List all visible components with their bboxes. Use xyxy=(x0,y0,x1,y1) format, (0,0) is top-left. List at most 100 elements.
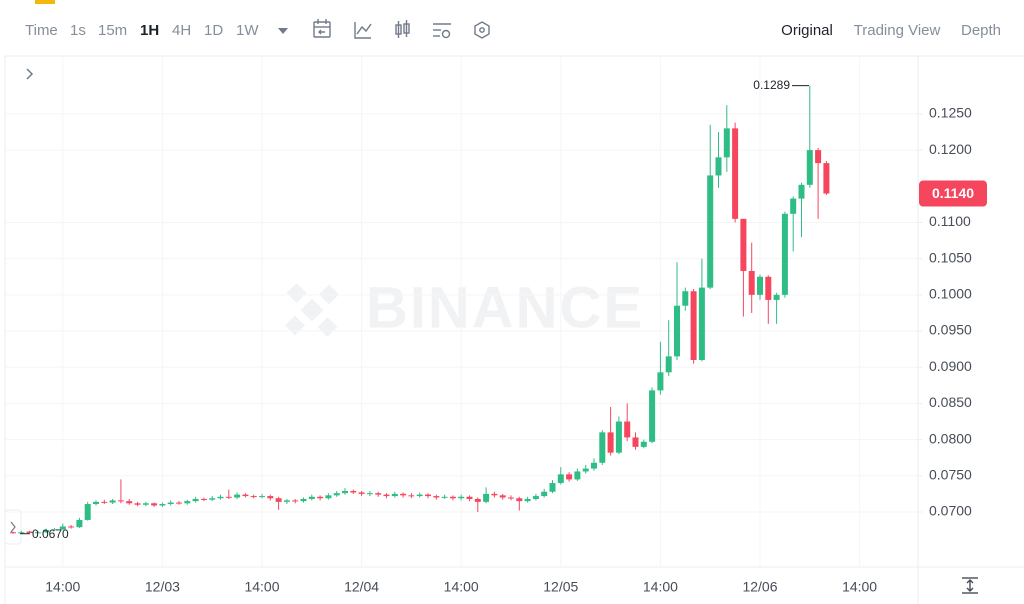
candle-body xyxy=(582,468,589,472)
candle-body xyxy=(283,500,290,502)
candle-body xyxy=(615,421,622,453)
y-tick-label: 0.0750 xyxy=(929,467,972,483)
candle-body xyxy=(34,532,41,534)
view-option[interactable]: Original xyxy=(781,22,833,39)
candle-body xyxy=(815,150,822,164)
candle-body xyxy=(292,500,299,502)
candle-body xyxy=(267,496,274,499)
y-tick-label: 0.1050 xyxy=(929,249,972,265)
candle-body xyxy=(101,501,108,503)
candle-body xyxy=(259,496,265,498)
candle-body xyxy=(242,494,249,497)
interval-option[interactable]: 1s xyxy=(70,22,86,39)
y-tick-label: 0.0700 xyxy=(929,503,972,519)
x-tick-label: 14:00 xyxy=(444,579,479,595)
interval-option[interactable]: 4H xyxy=(172,22,191,39)
x-tick-label: 14:00 xyxy=(45,579,80,595)
scale-button[interactable] xyxy=(962,577,978,594)
candle-body xyxy=(76,519,83,528)
x-tick-label: 14:00 xyxy=(842,579,877,595)
candle-body xyxy=(300,498,307,502)
candle-body xyxy=(51,529,58,531)
candle-body xyxy=(557,474,564,484)
candle-body xyxy=(765,276,772,300)
candle-body xyxy=(109,500,116,503)
candle-body xyxy=(732,128,739,219)
interval-option[interactable]: Time xyxy=(25,22,58,39)
low-label: 0.0670 xyxy=(32,527,69,541)
x-tick-label: 14:00 xyxy=(244,579,279,595)
candle-body xyxy=(458,496,465,499)
date-range-icon[interactable] xyxy=(313,19,331,38)
view-option[interactable]: Depth xyxy=(961,22,1001,39)
candle-body xyxy=(317,496,324,499)
candle-body xyxy=(117,500,124,502)
candle-body xyxy=(649,390,656,442)
y-tick-label: 0.0800 xyxy=(929,430,972,446)
expand-button[interactable] xyxy=(26,68,34,80)
fullscreen-icon[interactable] xyxy=(474,21,490,39)
high-label: 0.1289 xyxy=(753,78,790,92)
view-option[interactable]: Trading View xyxy=(854,22,941,39)
candle-body xyxy=(167,502,174,505)
candle-body xyxy=(798,184,805,199)
x-tick-label: 14:00 xyxy=(643,579,678,595)
candle-body xyxy=(790,198,797,214)
candle-body xyxy=(176,502,182,504)
candle-body xyxy=(574,471,581,480)
candle-body xyxy=(234,494,241,498)
y-tick-label: 0.1000 xyxy=(929,286,972,302)
last-price-label: 0.1140 xyxy=(932,185,974,201)
candle-body xyxy=(607,432,614,453)
candle-body xyxy=(549,483,556,492)
candle-body xyxy=(599,432,606,463)
candle-body xyxy=(740,218,747,271)
candle-body xyxy=(491,493,498,496)
y-tick-label: 0.0900 xyxy=(929,358,972,374)
candle-body xyxy=(806,150,813,185)
candle-body xyxy=(358,492,365,494)
candle-body xyxy=(250,496,257,498)
candle-body xyxy=(84,504,91,520)
toolbar: Time 1s 15m 1H 4H 1D 1W Original Trading View Dep… xyxy=(25,19,1001,39)
candle-body xyxy=(142,503,149,505)
y-tick-label: 0.1200 xyxy=(929,141,972,157)
candle-body xyxy=(632,437,639,447)
side-tab-arrow xyxy=(10,521,16,533)
candle-body xyxy=(350,491,357,493)
candle-body xyxy=(134,503,141,505)
y-tick-label: 0.1100 xyxy=(929,213,971,229)
candle-body xyxy=(10,532,16,534)
candle-body xyxy=(43,530,50,533)
indicator-icon[interactable] xyxy=(354,22,372,39)
chart-style-icon[interactable] xyxy=(395,20,410,38)
candle-body xyxy=(466,496,473,499)
tab-indicator xyxy=(35,0,55,4)
candle-body xyxy=(159,504,166,506)
candle-body xyxy=(657,372,664,391)
candle-body xyxy=(781,213,788,295)
interval-option[interactable]: 15m xyxy=(98,22,127,39)
last-price-badge xyxy=(919,180,987,207)
interval-option[interactable]: 1D xyxy=(204,22,223,39)
candle-body xyxy=(400,493,407,496)
settings-icon[interactable] xyxy=(433,23,451,39)
candle-body xyxy=(18,532,25,534)
candle-body xyxy=(375,493,382,495)
candle-body xyxy=(640,441,647,447)
interval-option[interactable]: 1H xyxy=(140,22,159,39)
candle-body xyxy=(508,497,514,499)
candle-body xyxy=(26,531,33,533)
interval-option[interactable]: 1W xyxy=(236,22,259,39)
candle-body xyxy=(499,495,506,498)
candle-body xyxy=(383,494,390,497)
x-tick-label: 12/05 xyxy=(543,579,578,595)
candle-body xyxy=(391,493,398,497)
candle-body xyxy=(408,495,415,497)
candle-body xyxy=(308,496,315,499)
side-tab[interactable] xyxy=(4,509,22,545)
interval-dropdown[interactable] xyxy=(278,28,288,34)
candle-body xyxy=(541,491,548,497)
x-tick-label: 12/04 xyxy=(344,579,379,595)
